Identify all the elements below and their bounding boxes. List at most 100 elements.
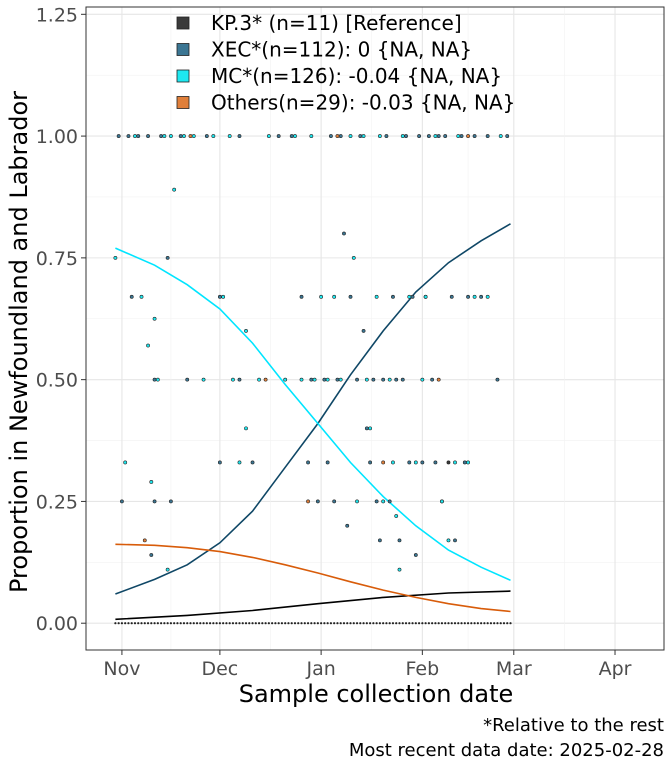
point-series-1 (159, 134, 164, 138)
point-zero (480, 622, 483, 625)
point-series-2 (400, 134, 405, 138)
point-series-2 (165, 567, 170, 572)
point-series-2 (413, 460, 418, 465)
point-zero (450, 622, 453, 625)
point-zero (303, 622, 306, 625)
point-series-2 (237, 460, 242, 465)
x-tick-label: Nov (103, 658, 140, 680)
point-zero (453, 622, 457, 625)
point-series-1 (505, 134, 510, 138)
point-series-2 (391, 460, 395, 465)
point-series-1 (420, 460, 425, 465)
point-zero (502, 622, 506, 625)
point-zero (440, 622, 444, 625)
point-zero (235, 622, 238, 625)
point-zero (153, 622, 156, 625)
point-zero (179, 622, 182, 625)
point-series-1 (371, 377, 376, 382)
point-zero (470, 622, 473, 625)
point-zero (274, 622, 277, 625)
point-zero (284, 622, 287, 625)
point-series-2 (312, 377, 317, 382)
point-series-1 (178, 134, 183, 138)
point-series-1 (299, 294, 304, 299)
point-series-2 (355, 499, 359, 504)
point-zero (329, 622, 333, 625)
point-zero (261, 622, 264, 625)
caption-relative-note: *Relative to the rest (483, 715, 664, 736)
point-series-2 (139, 294, 144, 299)
point-series-3 (263, 377, 268, 382)
point-series-1 (459, 134, 464, 138)
point-zero (127, 622, 130, 625)
y-tick-label: 0.00 (36, 613, 78, 635)
point-series-1 (348, 294, 353, 299)
point-zero (156, 622, 159, 625)
point-zero (326, 622, 329, 625)
point-series-3 (306, 499, 310, 504)
point-zero (473, 622, 476, 625)
point-zero (297, 622, 300, 625)
point-zero (271, 622, 274, 625)
point-series-3 (381, 460, 386, 465)
point-zero (133, 622, 137, 625)
point-zero (496, 622, 499, 625)
point-zero (310, 622, 313, 625)
point-series-1 (361, 329, 366, 333)
point-series-1 (217, 460, 222, 465)
point-series-1 (152, 499, 157, 504)
point-series-1 (433, 460, 438, 465)
point-series-1 (479, 294, 484, 299)
point-series-1 (169, 499, 173, 504)
point-zero (359, 622, 362, 625)
point-series-1 (381, 377, 386, 382)
point-series-2 (374, 294, 379, 299)
point-series-1 (449, 294, 454, 299)
point-zero (391, 622, 395, 625)
point-zero (499, 622, 502, 625)
point-zero (431, 622, 434, 625)
point-series-1 (495, 377, 500, 382)
y-tick-label: 1.25 (36, 4, 78, 26)
point-zero (120, 622, 124, 625)
point-zero (114, 622, 117, 625)
point-zero (466, 622, 470, 625)
point-zero (417, 622, 421, 625)
point-series-2 (146, 343, 150, 348)
point-zero (195, 622, 199, 625)
point-zero (228, 622, 231, 625)
point-series-2 (351, 255, 356, 260)
point-series-1 (250, 460, 255, 465)
point-zero (277, 622, 280, 625)
point-zero (460, 622, 463, 625)
point-series-3 (142, 538, 147, 543)
point-zero (378, 622, 381, 625)
fit-line-series-2 (115, 247, 511, 582)
point-series-2 (169, 134, 173, 138)
point-zero (382, 622, 385, 625)
point-series-1 (149, 553, 154, 557)
point-series-2 (338, 377, 343, 382)
point-zero (444, 622, 447, 625)
point-zero (280, 622, 284, 625)
point-zero (395, 622, 398, 625)
point-series-1 (342, 231, 346, 236)
point-zero (202, 622, 205, 625)
point-series-2 (266, 134, 271, 138)
x-tick-label: Dec (201, 658, 238, 680)
point-zero (362, 622, 365, 625)
point-series-1 (426, 134, 431, 138)
point-series-1 (237, 377, 242, 382)
point-series-3 (436, 377, 441, 382)
point-zero (257, 622, 261, 625)
point-series-2 (361, 134, 366, 138)
legend-key-series-0 (176, 16, 190, 30)
point-series-2 (446, 538, 451, 543)
point-zero (336, 622, 339, 625)
point-series-1 (462, 460, 467, 465)
point-series-1 (329, 134, 333, 138)
point-zero (182, 622, 186, 625)
point-series-1 (374, 499, 379, 504)
point-zero (355, 622, 359, 625)
point-series-2 (293, 134, 297, 138)
